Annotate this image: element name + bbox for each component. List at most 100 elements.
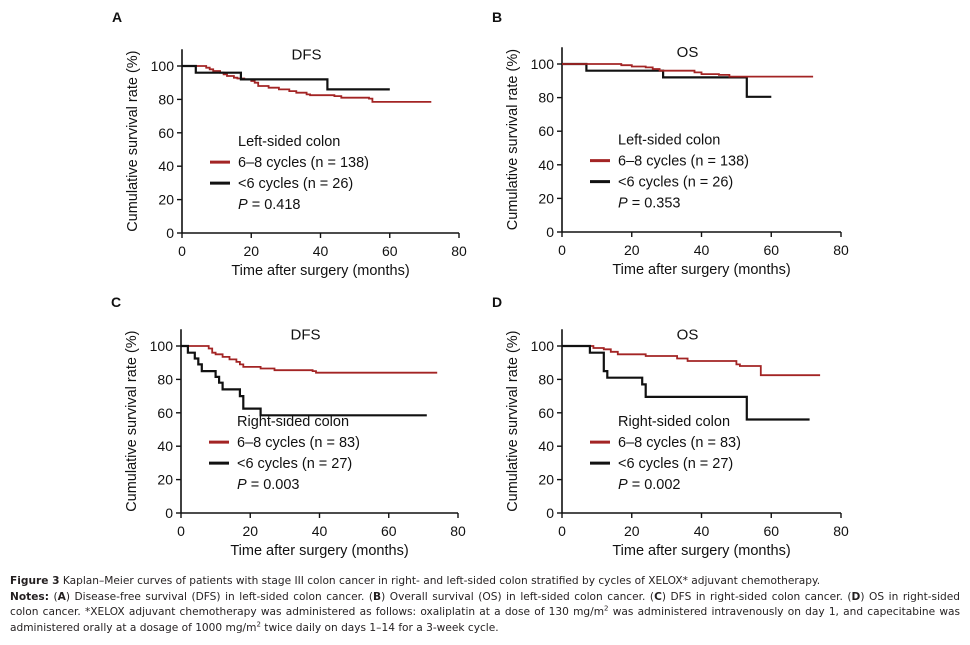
- notes-text: (: [48, 590, 58, 603]
- y-tick-label: 80: [158, 91, 174, 107]
- x-tick-label: 80: [450, 523, 466, 539]
- survival-curve-6-8-cycles: [562, 63, 814, 78]
- p-symbol: P: [618, 477, 628, 493]
- x-tick-label: 20: [624, 242, 640, 258]
- y-axis-label: Cumulative survival rate (%): [124, 330, 140, 511]
- km-chart-a: A DFS 0 20 40 60 80 100 0 20 40 60 80 Time after surg…: [112, 9, 467, 279]
- notes-text: ) OS in right-sided colon cancer. *XELOX…: [10, 590, 960, 619]
- km-chart-d: D OS 0 20 40 60 80 100 0 20 40 60 80 Time after surge…: [492, 294, 849, 559]
- x-tick-label: 20: [243, 243, 259, 259]
- y-tick-label: 40: [538, 157, 554, 173]
- survival-curve-lt6-cycles: [181, 344, 427, 417]
- y-tick-label: 100: [531, 338, 555, 354]
- x-tick-label: 0: [178, 243, 186, 259]
- x-axis-label: Time after surgery (months): [231, 263, 409, 279]
- legend-label: <6 cycles (n = 26): [238, 176, 353, 192]
- x-tick-label: 80: [833, 523, 849, 539]
- x-tick-label: 80: [833, 242, 849, 258]
- y-tick-label: 20: [538, 190, 554, 206]
- y-tick-label: 80: [157, 371, 173, 387]
- y-tick-label: 20: [538, 472, 554, 488]
- panel-d: D OS 0 20 40 60 80 100 0 20 40 60 80 Time after surge…: [485, 285, 970, 570]
- p-symbol: P: [237, 477, 247, 493]
- p-symbol: P: [618, 196, 628, 212]
- y-tick-label: 0: [546, 505, 554, 521]
- x-tick-label: 40: [694, 523, 710, 539]
- x-tick-label: 20: [242, 523, 258, 539]
- y-tick-label: 60: [158, 125, 174, 141]
- x-tick-label: 60: [763, 523, 779, 539]
- y-tick-label: 100: [531, 56, 555, 72]
- y-tick-label: 100: [151, 58, 175, 74]
- superscript: 2: [604, 604, 609, 613]
- x-tick-label: 40: [694, 242, 710, 258]
- y-tick-label: 40: [157, 438, 173, 454]
- legend-label: <6 cycles (n = 26): [618, 175, 733, 191]
- notes-label: Notes:: [10, 590, 49, 603]
- km-chart-c: C DFS 0 20 40 60 80 100 0 20 40 60 80 Time after surg…: [111, 294, 466, 559]
- legend-label: 6–8 cycles (n = 138): [238, 155, 369, 171]
- notes-ref-b: B: [373, 590, 382, 603]
- notes: Notes: (A) Disease-free survival (DFS) i…: [10, 590, 960, 637]
- legend-title: Right-sided colon: [618, 414, 730, 430]
- notes-text: twice daily on days 1–14 for a 3-week cy…: [260, 621, 499, 634]
- notes-ref-c: C: [654, 590, 662, 603]
- notes-ref-a: A: [57, 590, 66, 603]
- chart-title: DFS: [291, 326, 321, 343]
- panel-label: D: [492, 294, 502, 310]
- figure-caption: Figure 3 Kaplan–Meier curves of patients…: [10, 574, 960, 636]
- legend-label: 6–8 cycles (n = 83): [618, 435, 741, 451]
- p-value: = 0.002: [628, 477, 681, 493]
- panel-label: B: [492, 9, 502, 25]
- survival-curve-6-8-cycles: [562, 345, 821, 377]
- x-tick-label: 60: [763, 242, 779, 258]
- panel-b: B OS 0 20 40 60 80 100 0 20 40 60 80 Time after surge…: [485, 0, 970, 285]
- x-tick-label: 0: [558, 523, 566, 539]
- legend-title: Left-sided colon: [618, 133, 720, 149]
- p-symbol: P: [238, 197, 248, 213]
- notes-text: ) Disease-free survival (DFS) in left-si…: [65, 590, 374, 603]
- y-tick-label: 60: [157, 405, 173, 421]
- legend-title: Left-sided colon: [238, 134, 340, 150]
- legend-label: <6 cycles (n = 27): [237, 456, 352, 472]
- x-axis-label: Time after surgery (months): [612, 262, 790, 278]
- x-tick-label: 80: [451, 243, 467, 259]
- p-value-text: P = 0.003: [237, 477, 299, 493]
- y-tick-label: 40: [538, 438, 554, 454]
- y-tick-label: 20: [158, 192, 174, 208]
- y-axis-label: Cumulative survival rate (%): [505, 49, 521, 230]
- legend-label: <6 cycles (n = 27): [618, 456, 733, 472]
- y-tick-label: 40: [158, 158, 174, 174]
- y-tick-label: 80: [538, 90, 554, 106]
- x-tick-label: 40: [313, 243, 329, 259]
- y-tick-label: 100: [150, 338, 174, 354]
- y-tick-label: 0: [165, 505, 173, 521]
- chart-title: OS: [677, 326, 699, 343]
- survival-curve-lt6-cycles: [562, 344, 810, 421]
- x-tick-label: 60: [381, 523, 397, 539]
- chart-title: OS: [677, 44, 699, 61]
- x-axis-label: Time after surgery (months): [612, 543, 790, 559]
- notes-ref-d: D: [851, 590, 861, 603]
- survival-curve-lt6-cycles: [182, 64, 390, 91]
- y-tick-label: 60: [538, 123, 554, 139]
- x-tick-label: 20: [624, 523, 640, 539]
- x-tick-label: 0: [558, 242, 566, 258]
- x-tick-label: 60: [382, 243, 398, 259]
- p-value-text: P = 0.002: [618, 477, 680, 493]
- figure-text: Kaplan–Meier curves of patients with sta…: [59, 575, 821, 587]
- p-value: = 0.003: [247, 477, 300, 493]
- y-tick-label: 20: [157, 472, 173, 488]
- panel-a: A DFS 0 20 40 60 80 100 0 20 40 60 80 Time after surg…: [0, 0, 485, 285]
- x-axis-label: Time after surgery (months): [230, 543, 408, 559]
- km-chart-b: B OS 0 20 40 60 80 100 0 20 40 60 80 Time after surge…: [492, 9, 849, 278]
- p-value-text: P = 0.418: [238, 197, 300, 213]
- y-tick-label: 0: [166, 225, 174, 241]
- panel-label: A: [112, 9, 122, 25]
- y-tick-label: 80: [538, 371, 554, 387]
- legend-title: Right-sided colon: [237, 414, 349, 430]
- p-value: = 0.353: [628, 196, 681, 212]
- p-value: = 0.418: [248, 197, 301, 213]
- y-axis-label: Cumulative survival rate (%): [505, 330, 521, 511]
- y-tick-label: 60: [538, 405, 554, 421]
